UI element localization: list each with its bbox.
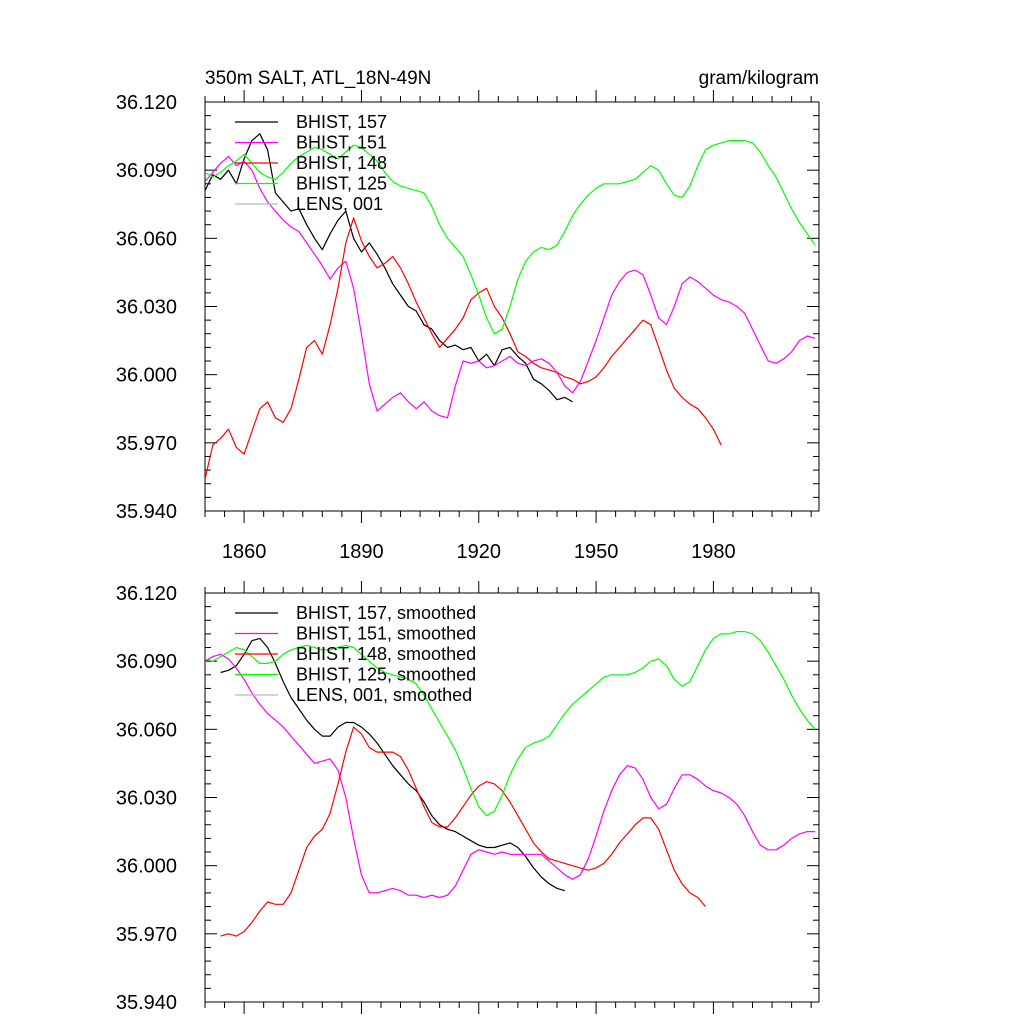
top-y-tick-label: 36.090: [116, 160, 177, 182]
bottom-legend-label: BHIST, 148, smoothed: [296, 644, 476, 664]
top-y-tick-label: 36.120: [116, 92, 177, 114]
top-x-tick-label: 1980: [691, 541, 736, 563]
bottom-series-line-3: [205, 630, 816, 817]
top-x-tick-label: 1950: [574, 541, 619, 563]
bottom-series-line-1: [205, 653, 816, 899]
bottom-y-tick-label: 36.120: [116, 583, 177, 605]
top-series-line-0: [205, 133, 573, 403]
bottom-y-tick-label: 35.970: [116, 924, 177, 946]
top-legend-label: BHIST, 148: [296, 153, 387, 173]
top-title-right: gram/kilogram: [699, 68, 819, 89]
top-series-line-2: [205, 217, 722, 480]
top-x-tick-label: 1890: [339, 541, 384, 563]
bottom-y-tick-label: 36.090: [116, 651, 177, 673]
top-legend-label: BHIST, 125: [296, 174, 387, 194]
bottom-series-line-0: [220, 637, 565, 892]
bottom-y-tick-label: 36.060: [116, 719, 177, 741]
top-y-tick-label: 36.030: [116, 297, 177, 319]
top-legend-label: LENS, 001: [296, 194, 383, 214]
top-legend-label: BHIST, 151: [296, 133, 387, 153]
top-x-tick-label: 1860: [222, 541, 267, 563]
bottom-legend-label: BHIST, 125, smoothed: [296, 665, 476, 685]
top-panel: 350m SALT, ATL_18N-49N gram/kilogram 35.…: [116, 68, 820, 563]
top-series-line-3: [205, 140, 816, 335]
bottom-y-tick-label: 36.000: [116, 856, 177, 878]
bottom-panel: 35.940 35.970 36.000 36.030 36.060 36.090 36.1…: [116, 581, 820, 1014]
top-series-line-1: [205, 155, 816, 419]
bottom-series-line-2: [220, 726, 707, 937]
top-y-tick-label: 36.060: [116, 228, 177, 250]
bottom-y-tick-label: 36.030: [116, 788, 177, 810]
top-y-tick-label: 35.940: [116, 501, 177, 523]
bottom-legend-label: BHIST, 157, smoothed: [296, 603, 476, 623]
top-y-tick-label: 36.000: [116, 365, 177, 387]
bottom-legend-label: BHIST, 151, smoothed: [296, 624, 476, 644]
top-title-left: 350m SALT, ATL_18N-49N: [205, 68, 431, 89]
bottom-legend-label: LENS, 001, smoothed: [296, 685, 472, 705]
bottom-y-tick-label: 35.940: [116, 992, 177, 1014]
top-legend-label: BHIST, 157: [296, 112, 387, 132]
top-y-tick-label: 35.970: [116, 433, 177, 455]
top-x-tick-label: 1920: [457, 541, 502, 563]
